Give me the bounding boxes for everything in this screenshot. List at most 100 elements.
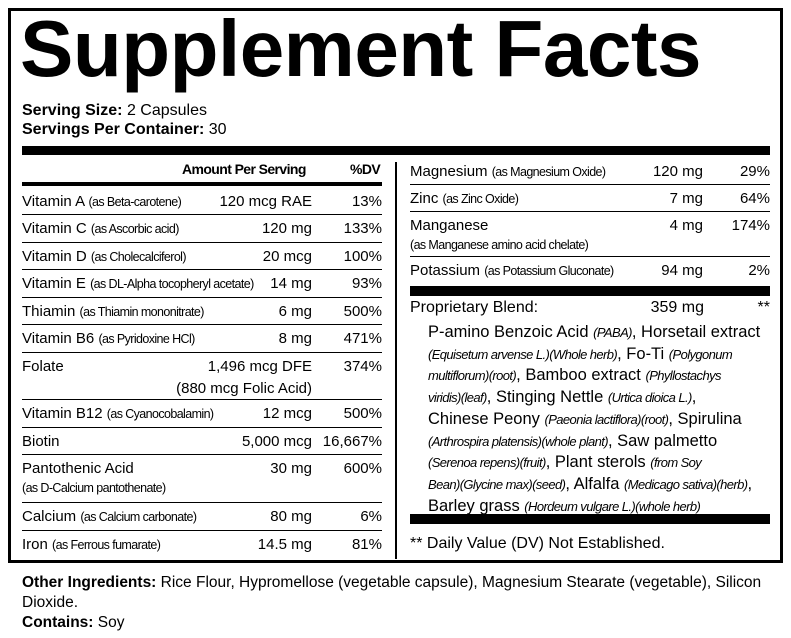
ingredient-name: , Spirulina [668, 409, 742, 428]
botanical-source: (Urtica dioica L.) [607, 390, 692, 406]
nutrient-dv: 29% [739, 163, 770, 180]
contains-value: Soy [97, 614, 125, 631]
contains-label: Contains: [22, 614, 94, 631]
blend-label: Proprietary Blend: [410, 299, 539, 316]
nutrient-source: (as Magnesium Oxide) [491, 165, 606, 179]
blend-divider [410, 286, 770, 296]
nutrient-amount: 5,000 mcg [241, 433, 312, 450]
botanical-source: (Arthrospira platensis)(whole plant) [428, 433, 609, 449]
row-divider [22, 399, 382, 400]
nutrient-name: Zinc (as Zinc Oxide) [410, 190, 519, 208]
blend-amount: 359 mg [650, 299, 704, 316]
nutrient-dv: 64% [739, 190, 770, 207]
nutrient-amount-sub: (880 mcg Folic Acid) [176, 380, 312, 397]
blend-line: Bean)(Glycine max)(seed), Alfalfa (Medic… [428, 474, 760, 496]
blend-line: P-amino Benzoic Acid (PABA), Horsetail e… [428, 322, 760, 344]
column-divider [395, 162, 397, 559]
row-divider [22, 242, 382, 243]
nutrient-label: Vitamin B12 [22, 405, 103, 422]
blend-line: Chinese Peony (Paeonia lactiflora)(root)… [428, 409, 760, 431]
nutrient-amount: 120 mg [652, 163, 703, 180]
nutrient-label: Vitamin B6 [22, 330, 95, 347]
ingredient-name: , Stinging Nettle [486, 388, 608, 407]
nutrient-dv: 100% [343, 248, 382, 265]
botanical-source: (Serenoa repens)(fruit) [428, 455, 546, 471]
nutrient-source: (as Zinc Oxide) [442, 192, 519, 206]
blend-dv: ** [757, 299, 770, 316]
row-divider [22, 454, 382, 455]
nutrient-name: Vitamin C (as Ascorbic acid) [22, 220, 179, 238]
nutrient-name: Potassium (as Potassium Gluconate) [410, 262, 614, 280]
nutrient-name: Vitamin B12 (as Cyanocobalamin) [22, 405, 214, 423]
botanical-source: (Paeonia lactiflora)(root) [544, 411, 669, 427]
botanical-source: (Phyllostachys [645, 368, 721, 384]
nutrient-name: Vitamin A (as Beta-carotene) [22, 193, 182, 211]
botanical-source: (PABA) [593, 325, 632, 340]
nutrient-source: (as Calcium carbonate) [80, 510, 197, 524]
ingredient-name: P-amino Benzoic Acid [428, 323, 594, 341]
row-divider [22, 427, 382, 428]
nutrient-source: (as Potassium Gluconate) [484, 264, 614, 278]
nutrient-name: Vitamin B6 (as Pyridoxine HCl) [22, 330, 195, 348]
botanical-source: (Hordeum vulgare L.)(whole herb) [524, 498, 701, 514]
serving-size: Serving Size: 2 Capsules [22, 102, 207, 120]
nutrient-label: Thiamin [22, 303, 76, 320]
nutrient-label: Vitamin E [22, 275, 86, 292]
nutrient-amount: 4 mg [669, 217, 703, 234]
other-ingredients-label: Other Ingredients: [22, 574, 157, 591]
nutrient-source: (as DL-Alpha tocopheryl acetate) [90, 277, 254, 291]
nutrient-source: (as Cyanocobalamin) [106, 407, 214, 421]
serving-size-value: 2 Capsules [126, 102, 207, 119]
nutrient-label: Potassium [410, 262, 481, 279]
row-divider [22, 269, 382, 270]
nutrient-amount: 94 mg [661, 262, 703, 279]
row-divider [22, 352, 382, 353]
nutrient-dv: 2% [748, 262, 770, 279]
ingredient-name: , Alfalfa [565, 474, 625, 493]
nutrient-name: Vitamin E (as DL-Alpha tocopheryl acetat… [22, 275, 254, 293]
ingredient-name: , [691, 388, 697, 407]
ingredient-name: , [747, 474, 753, 493]
blend-line: viridis)(leaf), Stinging Nettle (Urtica … [428, 387, 760, 409]
nutrient-label: Zinc [410, 190, 439, 207]
nutrient-name: Thiamin (as Thiamin mononitrate) [22, 303, 204, 321]
row-divider [410, 184, 770, 185]
nutrient-amount: 6 mg [278, 303, 312, 320]
nutrient-amount: 30 mg [270, 460, 312, 477]
header-divider [22, 182, 382, 186]
dv-header: %DV [350, 161, 381, 177]
nutrient-source: (as Ascorbic acid) [90, 222, 179, 236]
nutrient-amount: 120 mcg RAE [219, 193, 312, 210]
nutrient-label: Folate [22, 358, 64, 375]
ingredient-name: , Saw palmetto [607, 431, 718, 450]
blend-ingredients: P-amino Benzoic Acid (PABA), Horsetail e… [428, 322, 760, 517]
nutrient-name: Manganese (as Manganese amino acid chela… [410, 217, 589, 252]
nutrient-amount: 80 mg [270, 508, 312, 525]
nutrient-amount: 1,496 mcg DFE [207, 358, 312, 375]
nutrient-source: (as Manganese amino acid chelate) [410, 238, 589, 252]
ingredient-name: Barley grass [428, 496, 525, 515]
nutrient-dv: 133% [343, 220, 382, 237]
blend-line: (Serenoa repens)(fruit), Plant sterols (… [428, 452, 760, 474]
ingredient-name: , Fo-Ti [617, 344, 669, 363]
other-ingredients-value: Rice Flour, Hypromellose (vegetable caps… [22, 574, 762, 611]
blend-line: (Arthrospira platensis)(whole plant), Sa… [428, 431, 760, 453]
nutrient-amount: 20 mcg [262, 248, 312, 265]
nutrient-name: Biotin [22, 433, 60, 451]
nutrient-amount: 120 mg [261, 220, 312, 237]
serving-size-label: Serving Size: [22, 102, 123, 119]
footnote-divider [410, 514, 770, 524]
nutrient-dv: 500% [343, 303, 382, 320]
botanical-source: viridis)(leaf) [428, 390, 487, 406]
ingredient-name: , Horsetail extract [631, 323, 761, 341]
botanical-source: Bean)(Glycine max)(seed) [428, 476, 566, 492]
blend-line: multiflorum)(root), Bamboo extract (Phyl… [428, 365, 760, 387]
label-frame [8, 8, 783, 563]
nutrient-source: (as Thiamin mononitrate) [79, 305, 205, 319]
nutrient-label: Vitamin D [22, 248, 87, 265]
thick-divider [22, 146, 770, 155]
row-divider [22, 214, 382, 215]
nutrient-source: (as Ferrous fumarate) [52, 538, 161, 552]
nutrient-source: (as Cholecalciferol) [90, 250, 187, 264]
nutrient-amount: 8 mg [278, 330, 312, 347]
